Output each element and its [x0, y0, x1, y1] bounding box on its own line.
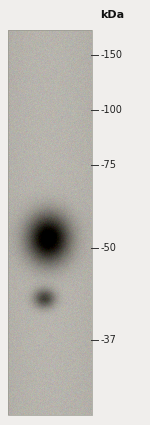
Text: -100: -100 [101, 105, 123, 115]
Bar [8, 30, 92, 415]
Text: -50: -50 [101, 243, 117, 253]
Text: kDa: kDa [100, 10, 124, 20]
Text: -37: -37 [101, 335, 117, 345]
Text: -75: -75 [101, 160, 117, 170]
Text: -150: -150 [101, 50, 123, 60]
